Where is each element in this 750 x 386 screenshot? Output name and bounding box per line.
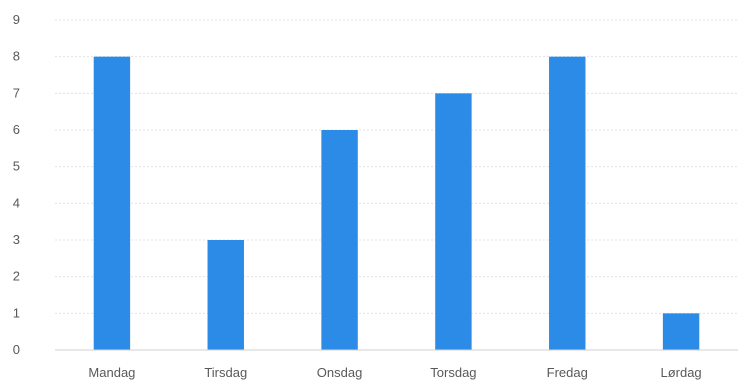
y-tick-label: 5 — [13, 159, 20, 174]
y-tick-label: 7 — [13, 85, 20, 100]
bars — [93, 56, 700, 351]
x-category-label: Fredag — [547, 365, 588, 380]
y-tick-label: 9 — [13, 12, 20, 27]
bar-onsdag — [321, 130, 358, 350]
bar-lørdag — [662, 313, 700, 350]
y-tick-label: 4 — [13, 195, 20, 210]
y-axis-tick-labels: 0 1 2 3 4 5 6 7 8 9 — [13, 12, 20, 357]
y-tick-label: 0 — [13, 342, 20, 357]
bar-torsdag — [435, 93, 472, 350]
y-tick-label: 3 — [13, 232, 20, 247]
bar-tirsdag — [207, 240, 244, 350]
x-category-label: Mandag — [88, 365, 135, 380]
bar-fredag — [549, 56, 586, 351]
x-category-label: Torsdag — [430, 365, 476, 380]
x-category-label: Lørdag — [660, 365, 701, 380]
y-tick-label: 1 — [13, 305, 20, 320]
bar-mandag — [93, 56, 131, 351]
x-category-label: Onsdag — [317, 365, 363, 380]
gridlines — [55, 19, 738, 314]
x-axis-category-labels: Mandag Tirsdag Onsdag Torsdag Fredag Lørdag — [88, 365, 701, 380]
y-tick-label: 6 — [13, 122, 20, 137]
y-tick-label: 8 — [13, 49, 20, 64]
y-tick-label: 2 — [13, 269, 20, 284]
x-category-label: Tirsdag — [204, 365, 247, 380]
